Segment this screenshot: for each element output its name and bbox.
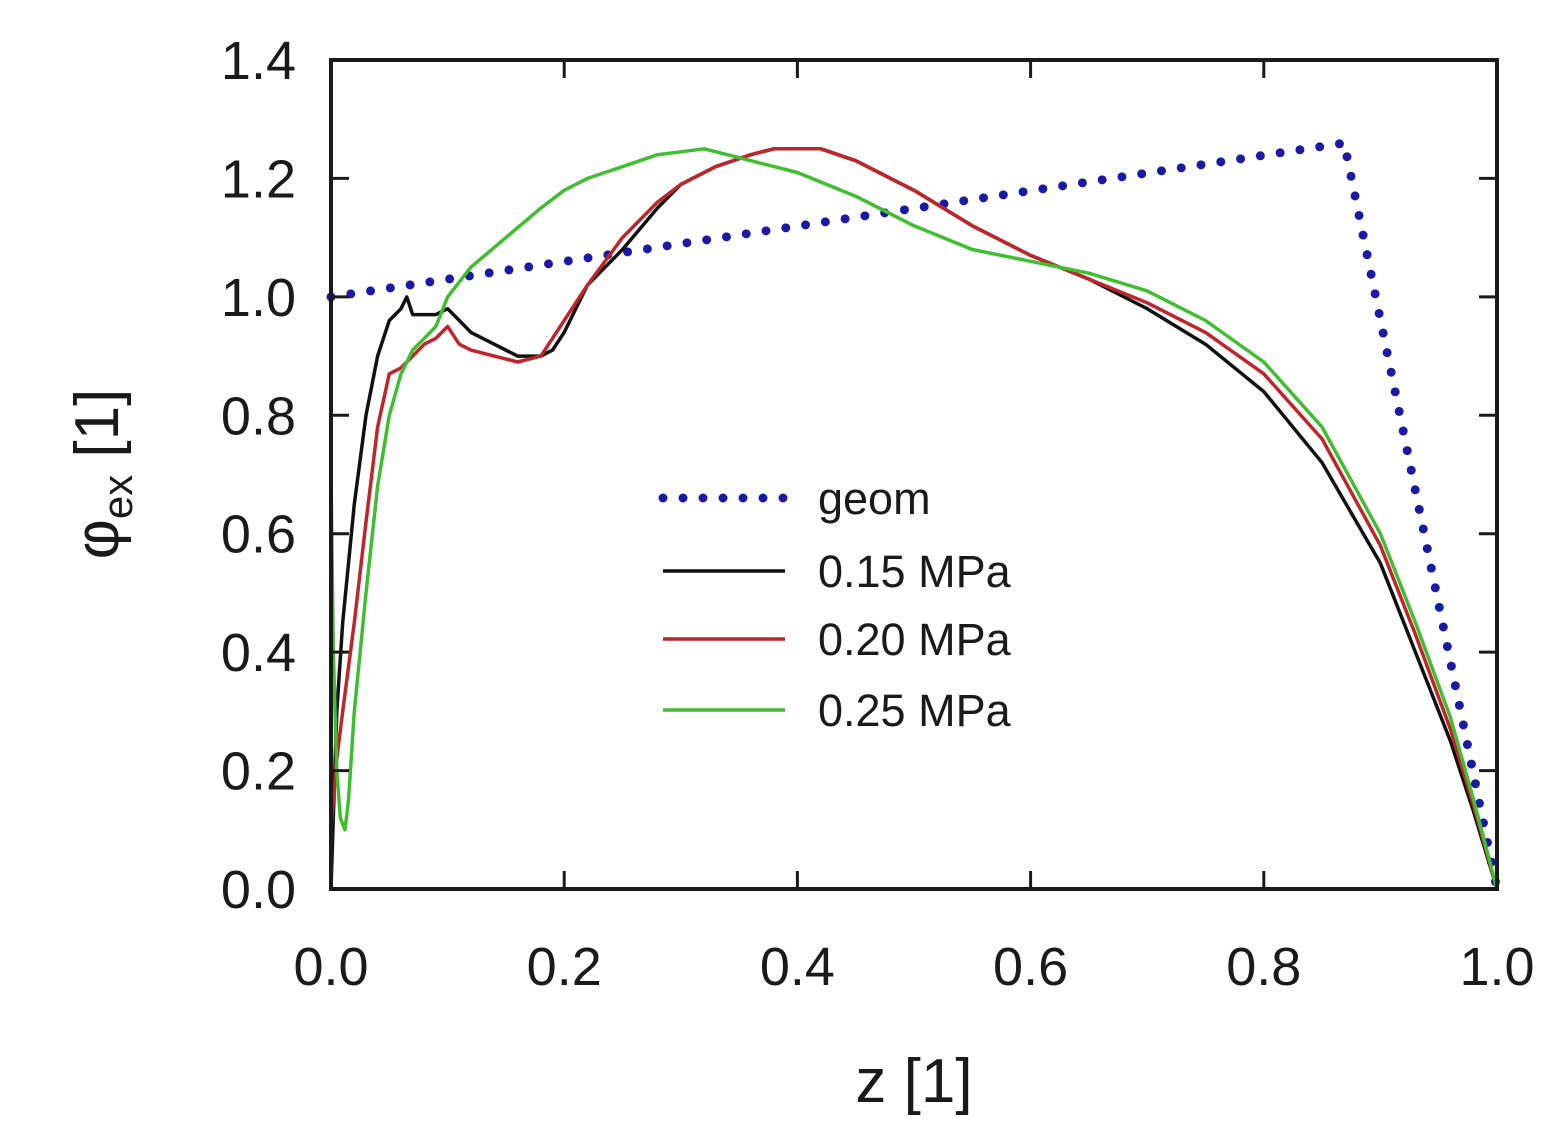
series-line-0-20-mpa — [329, 147, 1499, 891]
legend-label: 0.25 MPa — [818, 685, 1012, 736]
x-tick-label: 0.8 — [1226, 937, 1301, 997]
series-line-0-25-mpa — [329, 147, 1499, 891]
y-axis-symbol: φ — [63, 519, 132, 559]
y-axis-title: φex [1] — [63, 389, 141, 560]
legend-label: 0.15 MPa — [818, 546, 1012, 597]
tick-layer: 0.0 0.2 0.4 0.6 0.8 1.0 0.0 0.2 0.4 0.6 0.8 1.0 1.2 1… — [221, 31, 1535, 997]
legend-label: 0.20 MPa — [818, 614, 1012, 665]
x-tick-label: 0.2 — [527, 937, 602, 997]
x-tick-label: 1.0 — [1459, 937, 1534, 997]
series-layer — [326, 138, 1502, 894]
y-tick-label: 1.2 — [221, 149, 296, 209]
x-axis-title: z [1] — [855, 1047, 972, 1116]
y-tick-label: 0.2 — [221, 742, 296, 802]
y-tick-label: 1.0 — [221, 268, 296, 328]
plot-frame — [329, 58, 1499, 891]
legend: geom 0.15 MPa 0.20 MPa 0.25 MPa — [658, 473, 1012, 736]
y-axis-subscript: ex — [94, 475, 141, 519]
x-tick-label: 0.4 — [760, 937, 835, 997]
y-tick-label: 0.6 — [221, 505, 296, 565]
legend-label: geom — [818, 473, 931, 524]
y-axis-unit: [1] — [63, 389, 132, 458]
y-axis-unit-spacer — [63, 458, 132, 475]
x-tick-label: 0.6 — [993, 937, 1068, 997]
x-tick-label: 0.0 — [293, 937, 368, 997]
y-tick-label: 0.0 — [221, 860, 296, 920]
y-tick-label: 1.4 — [221, 31, 296, 91]
y-tick-label: 0.8 — [221, 386, 296, 446]
y-tick-label: 0.4 — [221, 623, 296, 683]
